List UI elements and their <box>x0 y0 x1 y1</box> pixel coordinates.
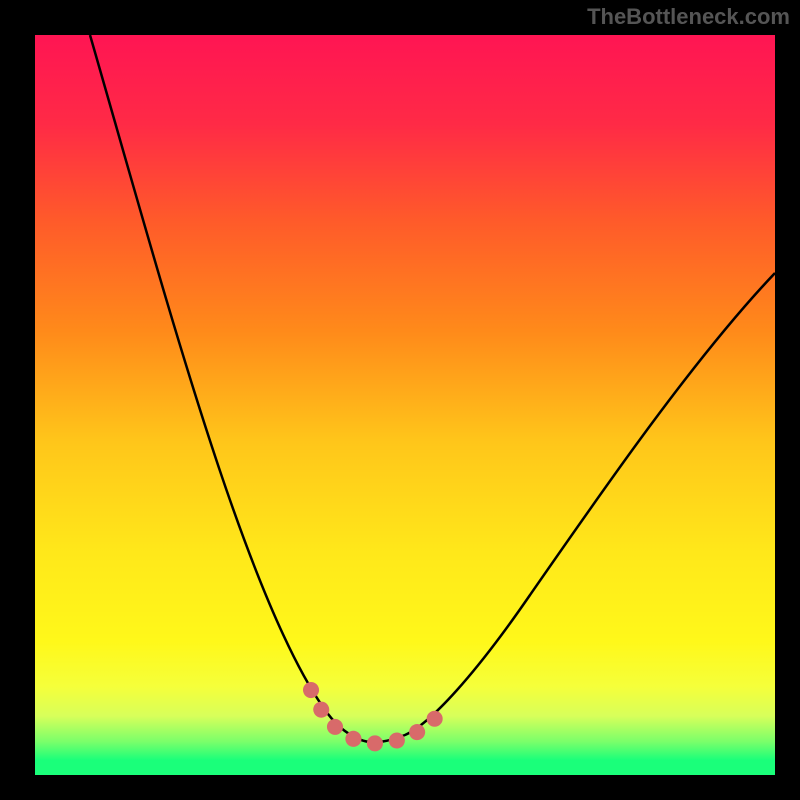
chart-svg <box>35 35 775 775</box>
plot-area <box>35 35 775 775</box>
watermark-text: TheBottleneck.com <box>587 4 790 30</box>
chart-container: TheBottleneck.com <box>0 0 800 800</box>
gradient-background <box>35 35 775 775</box>
